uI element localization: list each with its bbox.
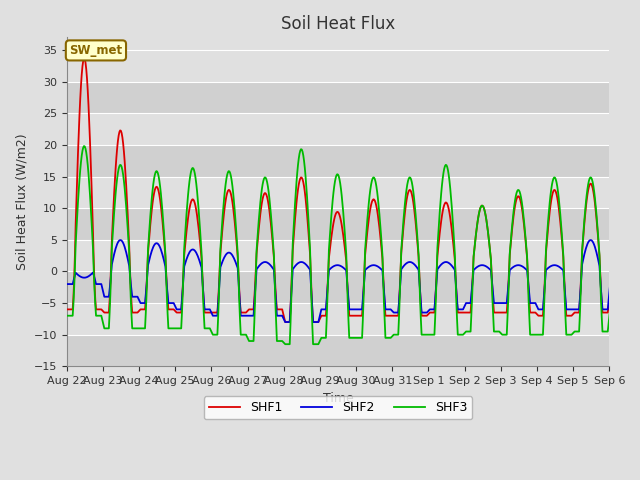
Title: Soil Heat Flux: Soil Heat Flux (281, 15, 395, 33)
SHF1 (237, 310, 245, 315)
SHF1 (63, 307, 70, 312)
SHF2 (282, 319, 289, 325)
Bar (67, 303, 609, 335)
SHF3 (237, 332, 244, 337)
SHF3 (449, 214, 456, 220)
Legend: SHF1, SHF2, SHF3: SHF1, SHF2, SHF3 (204, 396, 472, 420)
SHF3 (416, 297, 424, 303)
SHF2 (266, 262, 274, 268)
Bar (67, 50, 609, 82)
SHF2 (237, 313, 245, 319)
Bar (67, 208, 609, 240)
SHF1 (417, 302, 425, 308)
Line: SHF2: SHF2 (67, 240, 640, 322)
SHF2 (449, 265, 457, 271)
Line: SHF3: SHF3 (67, 146, 640, 344)
SHF1 (288, 269, 296, 275)
SHF3 (266, 195, 273, 201)
SHF2 (116, 237, 124, 243)
SHF3 (309, 341, 317, 347)
Bar (67, 271, 609, 303)
SHF2 (131, 294, 139, 300)
Bar (67, 113, 609, 145)
SHF1 (309, 319, 317, 325)
SHF3 (623, 143, 630, 149)
SHF1 (131, 310, 139, 315)
X-axis label: Time: Time (323, 392, 353, 405)
Text: SW_met: SW_met (69, 44, 122, 57)
Y-axis label: Soil Heat Flux (W/m2): Soil Heat Flux (W/m2) (15, 133, 28, 270)
Line: SHF1: SHF1 (67, 59, 640, 322)
SHF1 (266, 214, 274, 219)
Bar (67, 335, 609, 366)
Bar (67, 145, 609, 177)
SHF3 (287, 299, 295, 304)
SHF1 (80, 56, 88, 61)
SHF3 (63, 313, 70, 319)
SHF3 (131, 325, 138, 331)
Bar (67, 177, 609, 208)
SHF2 (289, 266, 296, 272)
Bar (67, 240, 609, 271)
SHF2 (63, 281, 70, 287)
SHF1 (449, 240, 457, 246)
Bar (67, 82, 609, 113)
SHF2 (417, 300, 425, 305)
